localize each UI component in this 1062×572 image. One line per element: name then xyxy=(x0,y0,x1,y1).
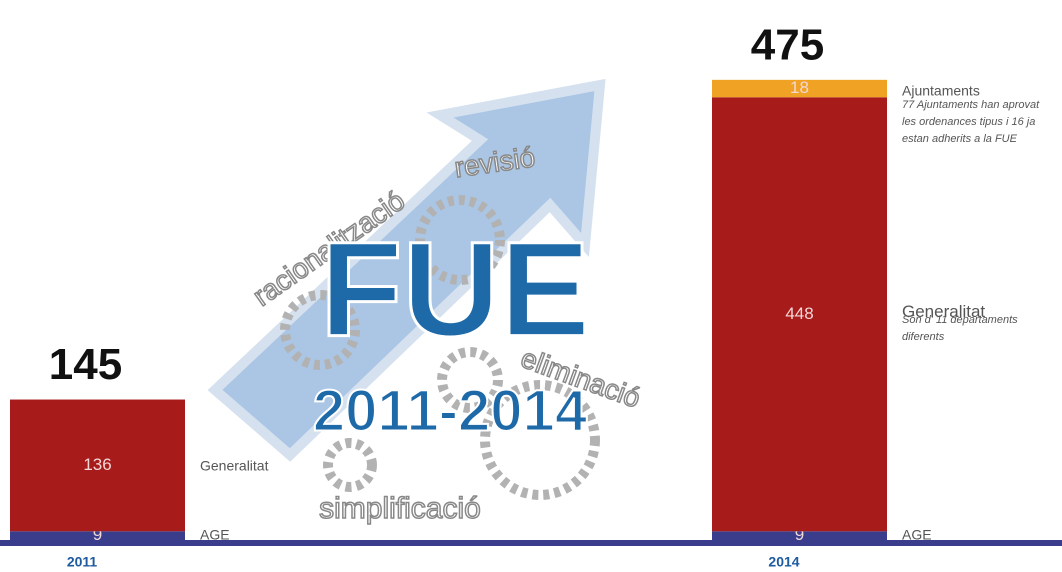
background-title: FUE xyxy=(320,214,590,365)
gears xyxy=(280,195,600,500)
bar-segment xyxy=(10,399,185,532)
bar-segment xyxy=(712,79,887,98)
series-label: Generalitat xyxy=(200,458,269,474)
baseline xyxy=(0,540,1062,546)
data-label: 18 xyxy=(790,78,809,97)
data-label: 9 xyxy=(93,525,102,544)
series-note: 77 Ajuntaments han aprovat les ordenance… xyxy=(902,99,1040,145)
arrow xyxy=(207,78,606,462)
data-label: 9 xyxy=(795,525,804,544)
x-tick-label: 2014 xyxy=(768,554,799,570)
background-art xyxy=(207,78,606,500)
bar-segment xyxy=(712,97,887,532)
background-period: 2011-2014 xyxy=(313,378,587,443)
series-label: AGE xyxy=(200,526,230,542)
series-label: Ajuntaments xyxy=(902,83,980,99)
background-word: simplificació xyxy=(319,492,481,525)
data-label: 448 xyxy=(785,304,813,323)
series-label: Generalitat xyxy=(902,302,985,321)
x-tick-label: 2011 xyxy=(67,554,98,570)
total-label: 475 xyxy=(751,20,824,69)
series-label: AGE xyxy=(902,526,932,542)
bar-segment xyxy=(712,531,887,540)
bar-segment xyxy=(10,531,185,540)
total-label: 145 xyxy=(49,340,122,389)
data-label: 136 xyxy=(83,455,111,474)
series-note: Són d' 11 departaments diferents xyxy=(902,314,1018,343)
